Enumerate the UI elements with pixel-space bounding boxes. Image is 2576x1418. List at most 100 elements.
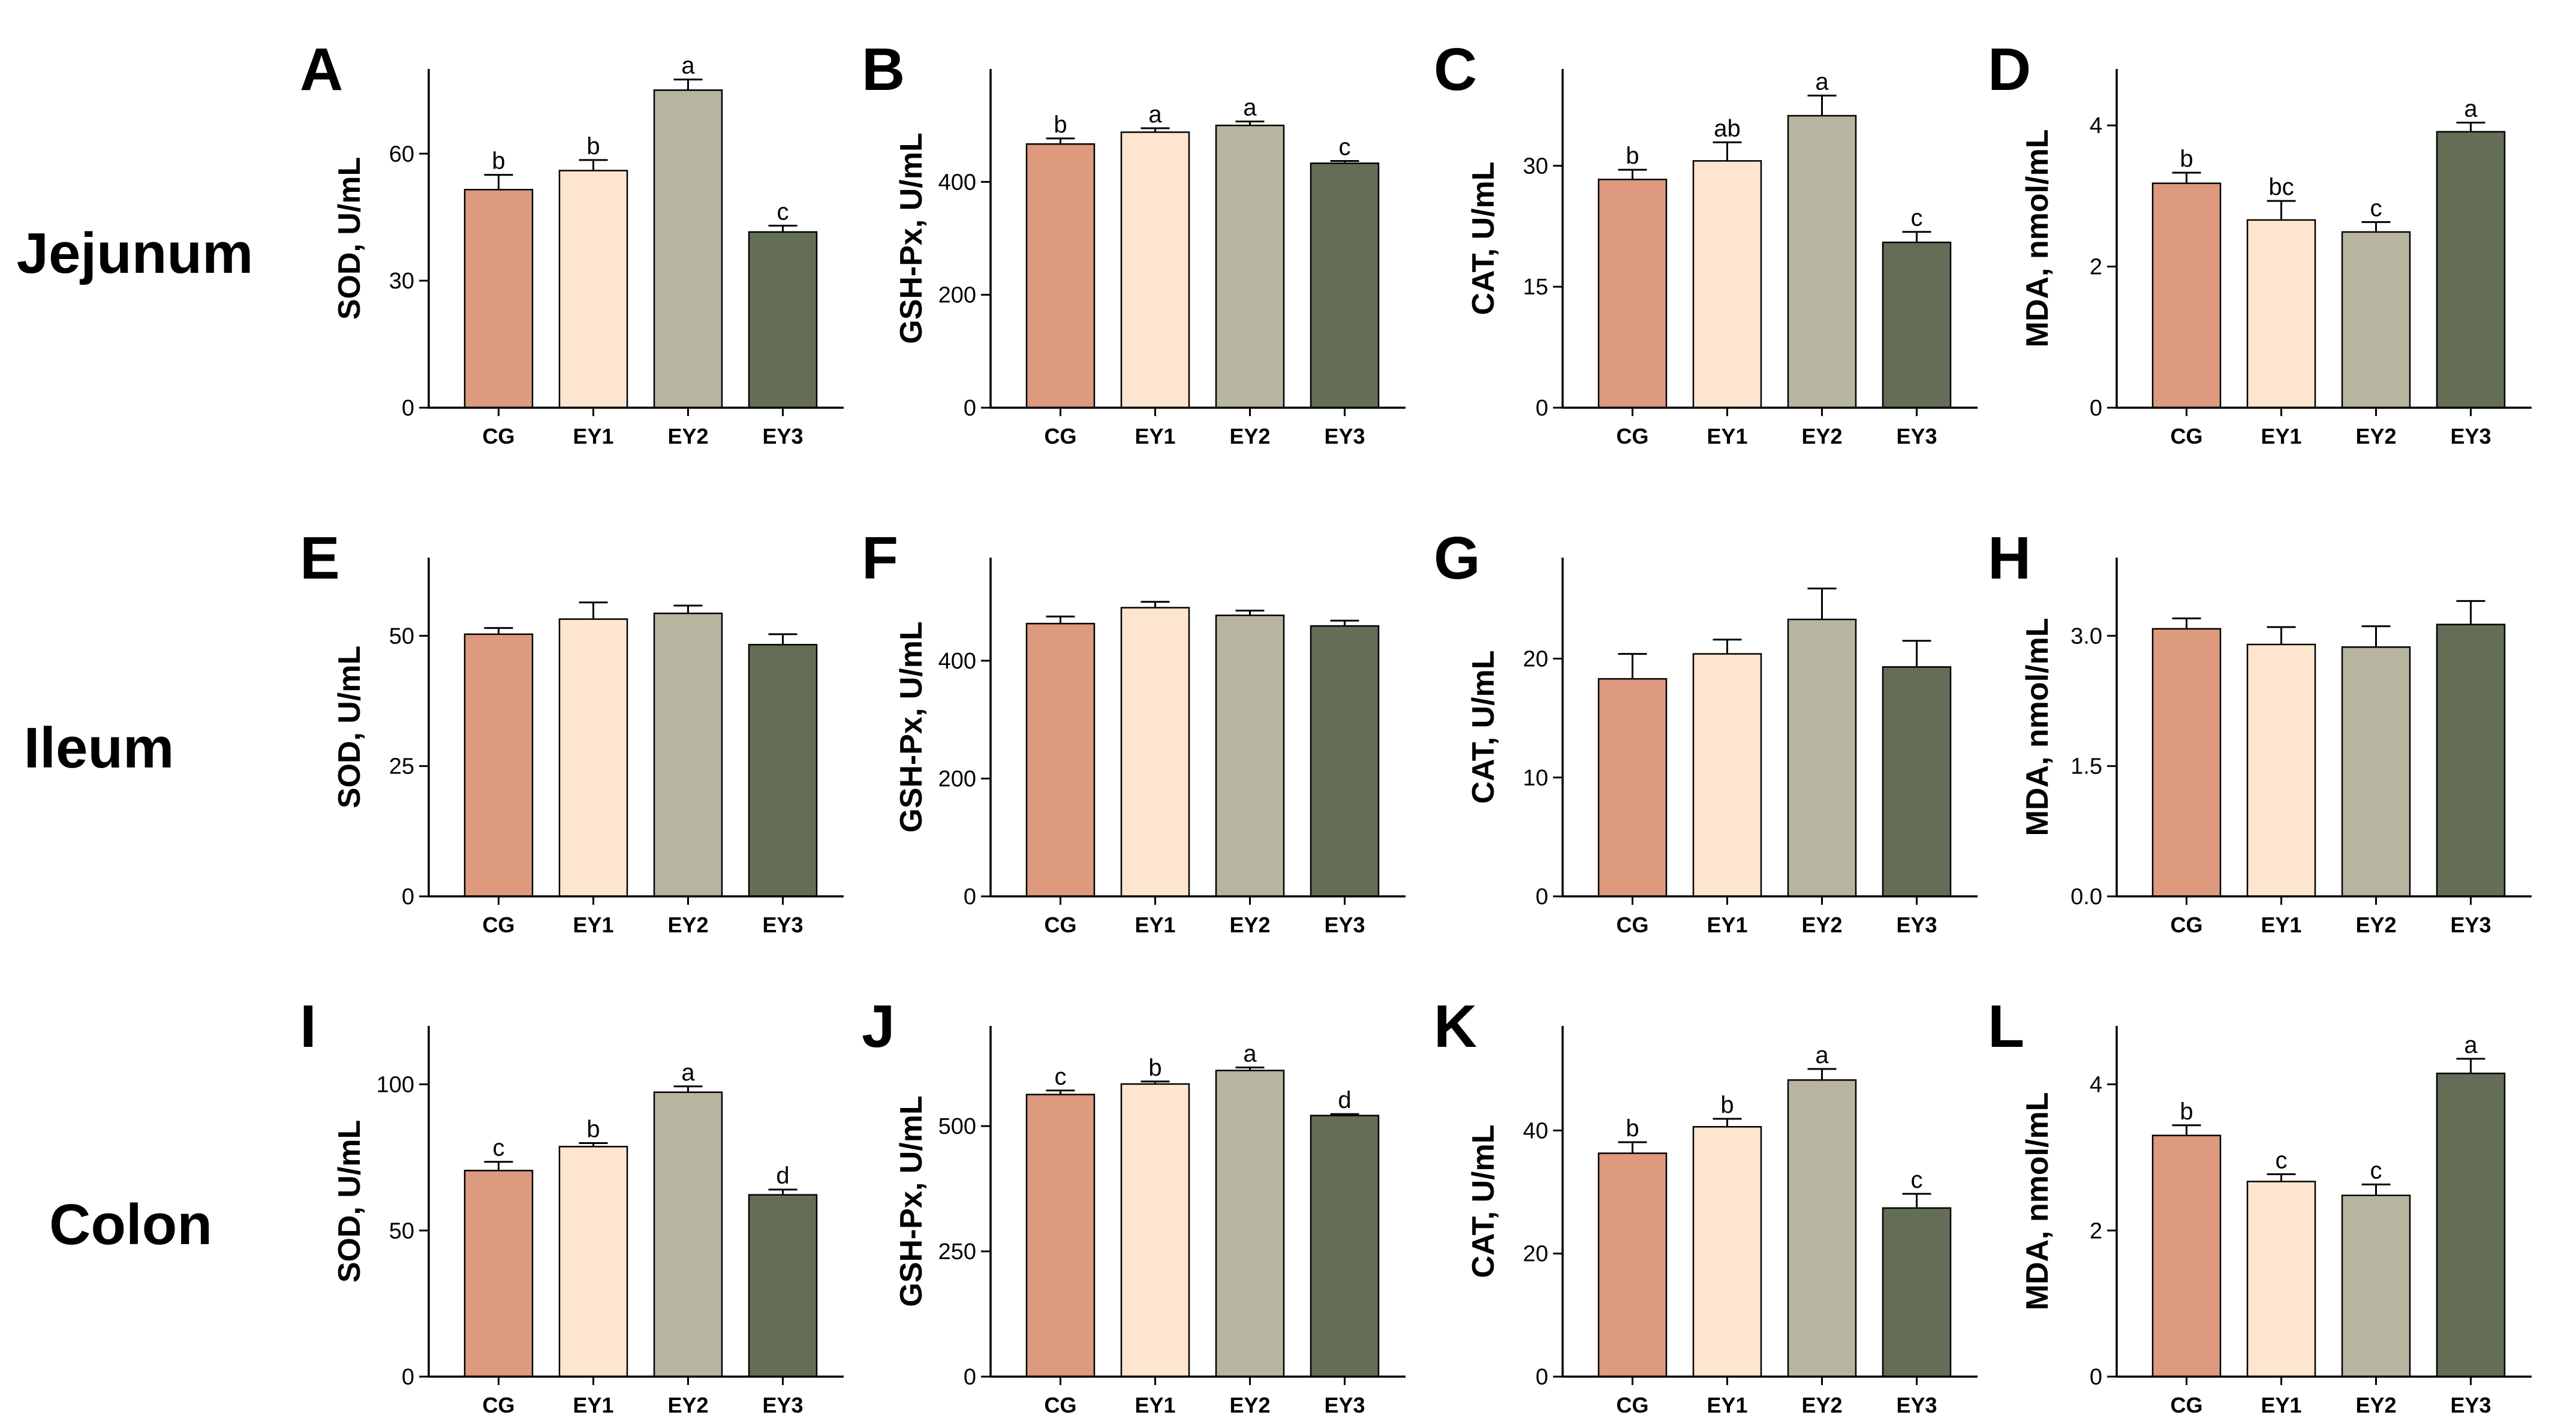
panel-c: Cb CG ab EY1 a EY2 c EY3 0 15 30 CAT, U/mL — [1434, 36, 1978, 448]
bar-l-ey2 — [2341, 1194, 2411, 1378]
x-tick-label-d-ey2: EY2 — [2355, 424, 2396, 448]
x-tick-label-h-ey3: EY3 — [2450, 913, 2491, 937]
panel-letter-f: F — [862, 525, 898, 592]
x-tick-label-j-ey2: EY2 — [1229, 1393, 1270, 1417]
bar-c-ey2 — [1787, 115, 1857, 409]
y-axis-label-h: MDA, nmol/mL — [2020, 618, 2055, 836]
x-tick-label-g-ey1: EY1 — [1707, 913, 1747, 937]
x-tick-label-a-cg: CG — [483, 424, 515, 448]
bar-k-cg — [1597, 1152, 1668, 1378]
significance-letter-a-ey1: b — [586, 133, 600, 159]
y-tick-label-h-1: 1.5 — [2071, 754, 2102, 779]
bar-h-cg — [2151, 628, 2222, 898]
row-labels: Jejunum Ileum Colon — [17, 221, 254, 1257]
bar-g-cg — [1597, 678, 1668, 898]
significance-letter-i-ey2: a — [681, 1059, 695, 1086]
bar-i-ey3 — [748, 1194, 818, 1378]
y-tick-label-b-0: 0 — [964, 396, 976, 421]
significance-letter-c-cg: b — [1626, 143, 1639, 169]
bar-f-ey3 — [1310, 625, 1380, 898]
bar-j-ey1 — [1120, 1083, 1190, 1378]
x-tick-label-d-cg: CG — [2171, 424, 2203, 448]
y-tick-label-f-2: 400 — [938, 649, 976, 674]
significance-letter-j-ey1: b — [1148, 1055, 1161, 1081]
y-tick-label-e-2: 50 — [389, 624, 414, 649]
row-label-jejunum: Jejunum — [17, 221, 254, 285]
bar-h-ey2 — [2341, 646, 2411, 898]
y-tick-label-c-1: 15 — [1523, 275, 1548, 300]
bar-a-ey3 — [748, 231, 818, 409]
significance-letter-a-ey3: c — [777, 198, 789, 225]
y-tick-label-b-1: 200 — [938, 283, 976, 308]
x-tick-label-h-cg: CG — [2171, 913, 2203, 937]
x-tick-label-d-ey1: EY1 — [2261, 424, 2301, 448]
panel-i: Ic CG b EY1 a EY2 d EY3 0 50 100 SOD, U/mL — [300, 993, 844, 1417]
bar-d-cg — [2151, 182, 2222, 409]
x-tick-label-i-cg: CG — [483, 1393, 515, 1417]
y-axis-label-i: SOD, U/mL — [332, 1120, 367, 1283]
y-tick-label-i-0: 0 — [402, 1365, 414, 1390]
significance-letter-k-cg: b — [1626, 1115, 1639, 1142]
row-label-ileum: Ileum — [24, 716, 174, 780]
row-label-colon: Colon — [49, 1193, 212, 1257]
y-tick-label-e-0: 0 — [402, 884, 414, 910]
significance-letter-a-cg: b — [492, 148, 505, 174]
bar-k-ey3 — [1882, 1207, 1952, 1378]
significance-letter-j-ey3: d — [1338, 1087, 1351, 1113]
x-tick-label-l-cg: CG — [2171, 1393, 2203, 1417]
x-tick-label-f-ey3: EY3 — [1324, 913, 1365, 937]
x-tick-label-k-ey1: EY1 — [1707, 1393, 1747, 1417]
x-tick-label-j-ey1: EY1 — [1134, 1393, 1175, 1417]
panel-letter-e: E — [300, 525, 340, 592]
significance-letter-l-ey1: c — [2276, 1147, 2288, 1173]
significance-letter-l-ey3: a — [2464, 1032, 2478, 1058]
panel-letter-d: D — [1988, 36, 2031, 103]
y-axis-label-c: CAT, U/mL — [1466, 161, 1501, 315]
bar-l-cg — [2151, 1134, 2222, 1378]
bar-b-ey1 — [1120, 131, 1190, 409]
x-tick-label-c-ey1: EY1 — [1707, 424, 1747, 448]
bar-i-ey1 — [558, 1146, 628, 1378]
x-tick-label-i-ey1: EY1 — [573, 1393, 613, 1417]
bar-f-cg — [1025, 622, 1096, 898]
y-axis-label-k: CAT, U/mL — [1466, 1124, 1501, 1278]
significance-letter-d-ey1: bc — [2268, 174, 2294, 200]
panel-k: Kb CG b EY1 a EY2 c EY3 0 20 40 CAT, U/mL — [1434, 993, 1978, 1417]
bar-l-ey3 — [2436, 1072, 2506, 1378]
y-axis-label-j: GSH-Px, U/mL — [894, 1095, 929, 1307]
x-tick-label-b-cg: CG — [1045, 424, 1077, 448]
x-tick-label-e-ey3: EY3 — [762, 913, 803, 937]
x-tick-label-a-ey3: EY3 — [762, 424, 803, 448]
significance-letter-l-cg: b — [2180, 1098, 2193, 1125]
y-tick-label-h-2: 3.0 — [2071, 624, 2102, 649]
bar-k-ey2 — [1787, 1079, 1857, 1378]
panel-h: H CG EY1 EY2 EY3 0.0 1.5 3.0 MDA, nmol/mL — [1988, 525, 2532, 937]
significance-letter-k-ey2: a — [1815, 1042, 1829, 1068]
significance-letter-k-ey3: c — [1911, 1167, 1923, 1193]
panel-letter-k: K — [1434, 993, 1477, 1060]
panel-e: E CG EY1 EY2 EY3 0 25 50 SOD, U/mL — [300, 525, 844, 937]
significance-letter-d-ey3: a — [2464, 95, 2478, 122]
y-tick-label-d-0: 0 — [2090, 396, 2102, 421]
y-tick-label-j-1: 250 — [938, 1239, 976, 1265]
x-tick-label-k-cg: CG — [1617, 1393, 1649, 1417]
bar-i-ey2 — [653, 1091, 723, 1378]
x-tick-label-c-cg: CG — [1617, 424, 1649, 448]
panel-letter-j: J — [862, 993, 895, 1060]
y-tick-label-c-0: 0 — [1536, 396, 1548, 421]
bar-a-ey2 — [653, 89, 723, 409]
panel-letter-c: C — [1434, 36, 1477, 103]
bar-e-cg — [464, 633, 534, 898]
significance-letter-d-ey2: c — [2370, 195, 2382, 221]
bar-c-cg — [1597, 179, 1668, 409]
y-tick-label-h-0: 0.0 — [2071, 884, 2102, 910]
bar-d-ey1 — [2246, 219, 2316, 409]
x-tick-label-a-ey2: EY2 — [667, 424, 708, 448]
panel-letter-a: A — [300, 36, 343, 103]
bar-e-ey3 — [748, 643, 818, 898]
bar-g-ey2 — [1787, 618, 1857, 898]
bar-h-ey3 — [2436, 624, 2506, 898]
bar-c-ey1 — [1692, 160, 1762, 409]
